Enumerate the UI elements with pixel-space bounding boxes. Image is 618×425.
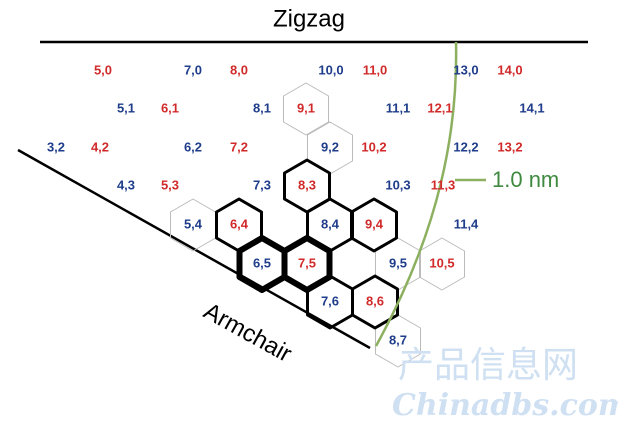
hexagon-highlight [351, 274, 399, 330]
chirality-label: 5,4 [184, 216, 203, 231]
curve-label: 1.0 nm [492, 167, 559, 192]
chirality-label: 14,0 [497, 62, 522, 77]
chirality-label: 5,3 [161, 177, 179, 192]
armchair-label: Armchair [199, 298, 296, 368]
chirality-label: 7,2 [230, 139, 248, 154]
chirality-label: 9,5 [389, 255, 407, 270]
chirality-label: 9,4 [365, 216, 384, 231]
zigzag-title: Zigzag [273, 5, 345, 32]
chirality-label: 4,3 [117, 177, 135, 192]
chirality-label: 12,2 [453, 139, 478, 154]
chirality-label: 4,2 [91, 139, 109, 154]
chirality-label: 6,2 [184, 139, 202, 154]
chirality-label: 6,5 [253, 255, 271, 270]
chirality-label: 10,2 [361, 139, 386, 154]
chirality-label: 5,0 [94, 62, 112, 77]
chirality-label: 8,7 [389, 332, 407, 347]
chirality-label: 14,1 [519, 100, 544, 115]
chirality-label: 8,3 [298, 177, 316, 192]
watermark-english: Chinadbs.com [392, 388, 618, 423]
hexagon-outline [283, 82, 329, 136]
watermark-chinese: 产品信息网 [398, 345, 578, 386]
chirality-label: 6,1 [161, 100, 179, 115]
chirality-label: 10,3 [385, 177, 410, 192]
hexagon-highlight [350, 197, 398, 253]
hexagon-highlight-heavy [281, 235, 333, 293]
chirality-label: 10,5 [429, 255, 454, 270]
chirality-label: 8,4 [321, 216, 340, 231]
chirality-label: 9,1 [297, 100, 315, 115]
chirality-label: 7,6 [321, 293, 339, 308]
chirality-label: 11,0 [363, 62, 388, 77]
hexagon-highlight-group [215, 158, 399, 330]
chirality-label: 10,0 [318, 62, 343, 77]
chirality-label: 11,4 [454, 216, 479, 231]
chirality-label: 5,1 [117, 100, 135, 115]
chirality-label: 8,1 [253, 100, 271, 115]
chirality-label: 13,2 [497, 139, 522, 154]
chirality-label: 8,6 [366, 293, 384, 308]
chirality-label: 6,4 [230, 216, 249, 231]
chirality-label: 11,1 [386, 100, 411, 115]
armchair-edge-line [17, 148, 371, 350]
chirality-label: 12,1 [427, 100, 452, 115]
chirality-label: 9,2 [321, 139, 339, 154]
chirality-label: 11,3 [431, 177, 456, 192]
chirality-label: 7,5 [298, 255, 316, 270]
chirality-label: 7,0 [184, 62, 202, 77]
chirality-label: 8,0 [230, 62, 248, 77]
chirality-label: 7,3 [253, 177, 271, 192]
chirality-labels: 5,0 7,0 8,0 10,0 11,0 13,0 14,0 5,1 6,1 8,1 9,1 11,… [47, 62, 545, 347]
chirality-label: 3,2 [47, 139, 65, 154]
one-nm-curve [374, 41, 458, 347]
chirality-label: 13,0 [453, 62, 478, 77]
